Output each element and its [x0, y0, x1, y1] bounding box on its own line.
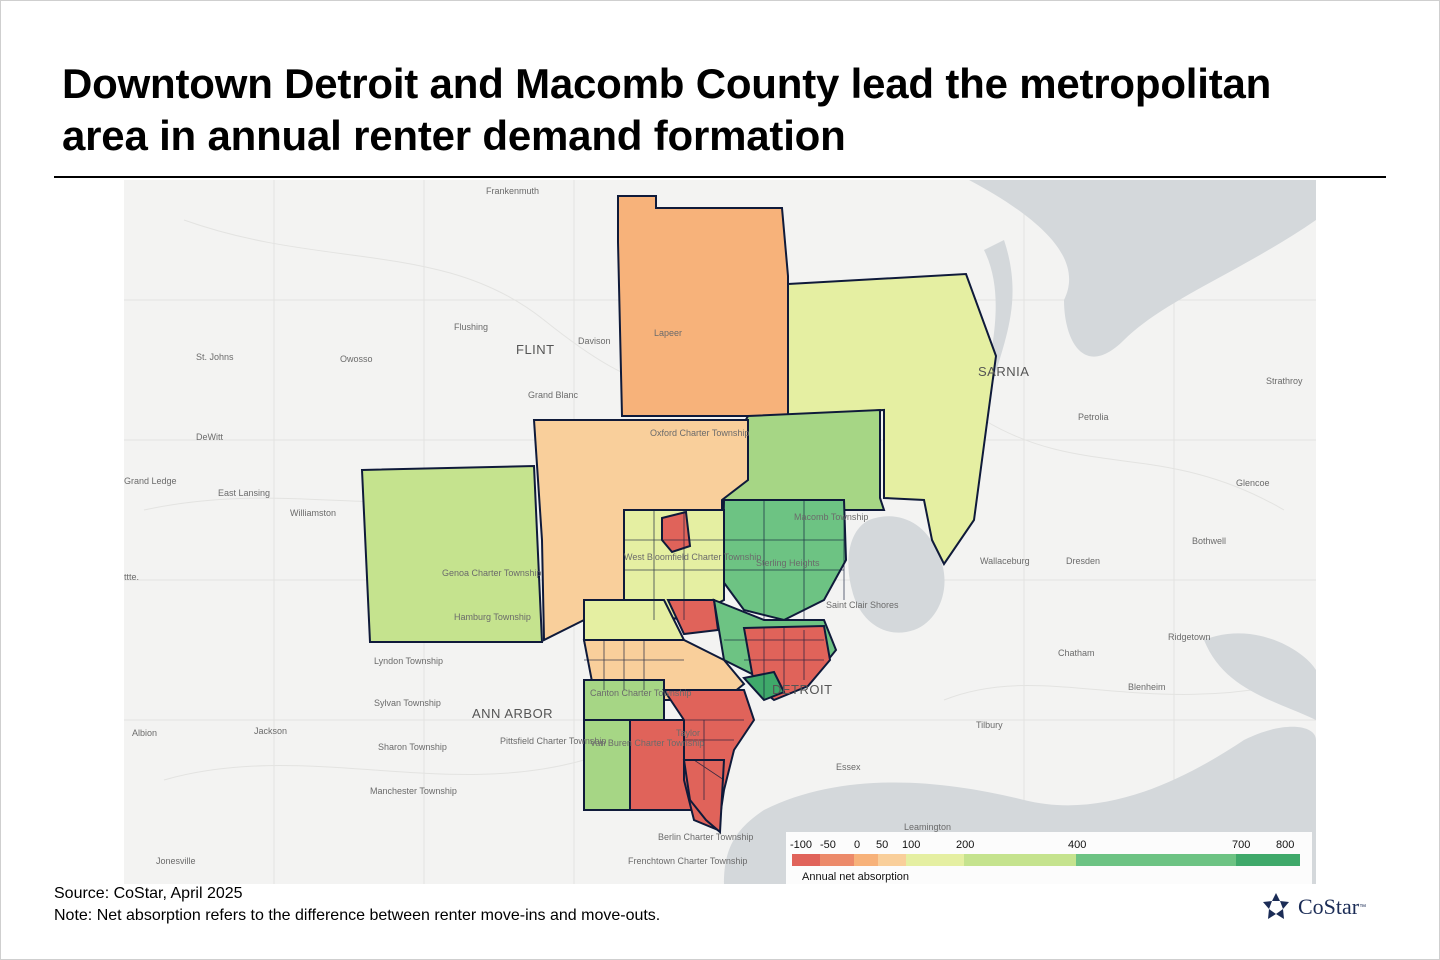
label-oxford: Oxford Charter Township [650, 428, 749, 438]
label-petrolia: Petrolia [1078, 412, 1109, 422]
label-tilbury: Tilbury [976, 720, 1003, 730]
legend-tick-0: 0 [854, 839, 860, 851]
map-place-labels: Frankenmuth Flushing FLINT Davison St. J… [124, 186, 1303, 866]
label-grand-blanc: Grand Blanc [528, 390, 579, 400]
note-text: Note: Net absorption refers to the diffe… [54, 907, 661, 924]
region-lapeer [617, 195, 789, 417]
costar-logo: CoStar ™ [1260, 890, 1380, 924]
map-svg: Frankenmuth Flushing FLINT Davison St. J… [124, 180, 1316, 884]
legend-tick-800: 800 [1276, 839, 1294, 851]
legend-swatch-1 [792, 854, 820, 866]
label-strathroy: Strathroy [1266, 376, 1303, 386]
label-davison: Davison [578, 336, 611, 346]
label-lyndon: Lyndon Township [374, 656, 443, 666]
label-essex: Essex [836, 762, 861, 772]
label-dresden: Dresden [1066, 556, 1100, 566]
legend-ticks: -100 -50 0 50 100 200 400 700 800 [790, 839, 1294, 851]
label-manchester: Manchester Township [370, 786, 457, 796]
region-pontiac [661, 510, 692, 554]
label-jonesville: Jonesville [156, 856, 196, 866]
label-st-clair-shores: Saint Clair Shores [826, 600, 899, 610]
label-edge-west: ttte. [124, 572, 139, 582]
label-sharon: Sharon Township [378, 742, 447, 752]
label-sterling-heights: Sterling Heights [756, 558, 820, 568]
label-van-buren: Van Buren Charter Township [590, 738, 704, 748]
label-hamburg: Hamburg Township [454, 612, 531, 622]
legend-swatch-8 [1236, 854, 1300, 866]
legend-tick-neg50: -50 [820, 839, 836, 851]
legend-tick-400: 400 [1068, 839, 1086, 851]
label-dewitt: DeWitt [196, 432, 223, 442]
lake-huron-shore [984, 240, 1013, 380]
label-ann-arbor: ANN ARBOR [472, 706, 553, 721]
legend-swatch-2 [820, 854, 854, 866]
label-blenheim: Blenheim [1128, 682, 1166, 692]
label-macomb-township: Macomb Township [794, 512, 868, 522]
costar-logo-tm: ™ [1359, 903, 1367, 911]
label-canton: Canton Charter Township [590, 688, 691, 698]
legend-tick-700: 700 [1232, 839, 1250, 851]
source-text: Source: CoStar, April 2025 [54, 885, 243, 902]
label-berlin: Berlin Charter Township [658, 832, 753, 842]
label-bothwell: Bothwell [1192, 536, 1226, 546]
label-sarnia: SARNIA [978, 364, 1029, 379]
legend-swatch-3 [854, 854, 878, 866]
label-leamington: Leamington [904, 822, 951, 832]
label-chatham: Chatham [1058, 648, 1095, 658]
label-lapeer: Lapeer [654, 328, 682, 338]
label-frenchtown: Frenchtown Charter Township [628, 856, 747, 866]
label-grand-ledge: Grand Ledge [124, 476, 177, 486]
region-livingston [360, 464, 544, 643]
municipal-boundaries [584, 500, 845, 800]
label-st-johns: St. Johns [196, 352, 234, 362]
label-albion: Albion [132, 728, 157, 738]
legend: -100 -50 0 50 100 200 400 700 800 Ann [786, 832, 1312, 884]
label-genoa: Genoa Charter Township [442, 568, 541, 578]
legend-title: Annual net absorption [802, 871, 909, 883]
label-flint: FLINT [516, 342, 555, 357]
legend-swatch-5 [906, 854, 964, 866]
legend-tick-200: 200 [956, 839, 974, 851]
legend-tick-neg100: -100 [790, 839, 812, 851]
label-detroit: DETROIT [772, 682, 833, 697]
label-williamston: Williamston [290, 508, 336, 518]
title-divider [54, 176, 1386, 178]
costar-logo-text: CoStar [1298, 894, 1360, 919]
label-east-lansing: East Lansing [218, 488, 270, 498]
label-ridgetown: Ridgetown [1168, 632, 1211, 642]
label-pittsfield: Pittsfield Charter Township [500, 736, 606, 746]
label-frankenmuth: Frankenmuth [486, 186, 539, 196]
legend-colorbar [792, 854, 1300, 866]
legend-swatch-4 [878, 854, 906, 866]
choropleth-regions [360, 195, 998, 835]
costar-star-icon [1263, 893, 1289, 919]
lake-st-clair [848, 516, 945, 633]
region-van-buren [583, 719, 631, 811]
label-taylor: Taylor [676, 728, 700, 738]
label-sylvan: Sylvan Township [374, 698, 441, 708]
legend-swatch-6 [964, 854, 1076, 866]
label-glencoe: Glencoe [1236, 478, 1270, 488]
choropleth-map: Frankenmuth Flushing FLINT Davison St. J… [124, 180, 1316, 884]
lake-huron [969, 180, 1316, 357]
legend-tick-100: 100 [902, 839, 920, 851]
label-west-bloomfield: West Bloomfield Charter Township [624, 552, 761, 562]
label-jackson: Jackson [254, 726, 287, 736]
legend-swatch-7 [1076, 854, 1236, 866]
label-owosso: Owosso [340, 354, 373, 364]
lake-erie-east [1204, 633, 1316, 720]
label-wallaceburg: Wallaceburg [980, 556, 1030, 566]
legend-tick-50: 50 [876, 839, 888, 851]
slide-title: Downtown Detroit and Macomb County lead … [62, 60, 1272, 159]
label-flushing: Flushing [454, 322, 488, 332]
